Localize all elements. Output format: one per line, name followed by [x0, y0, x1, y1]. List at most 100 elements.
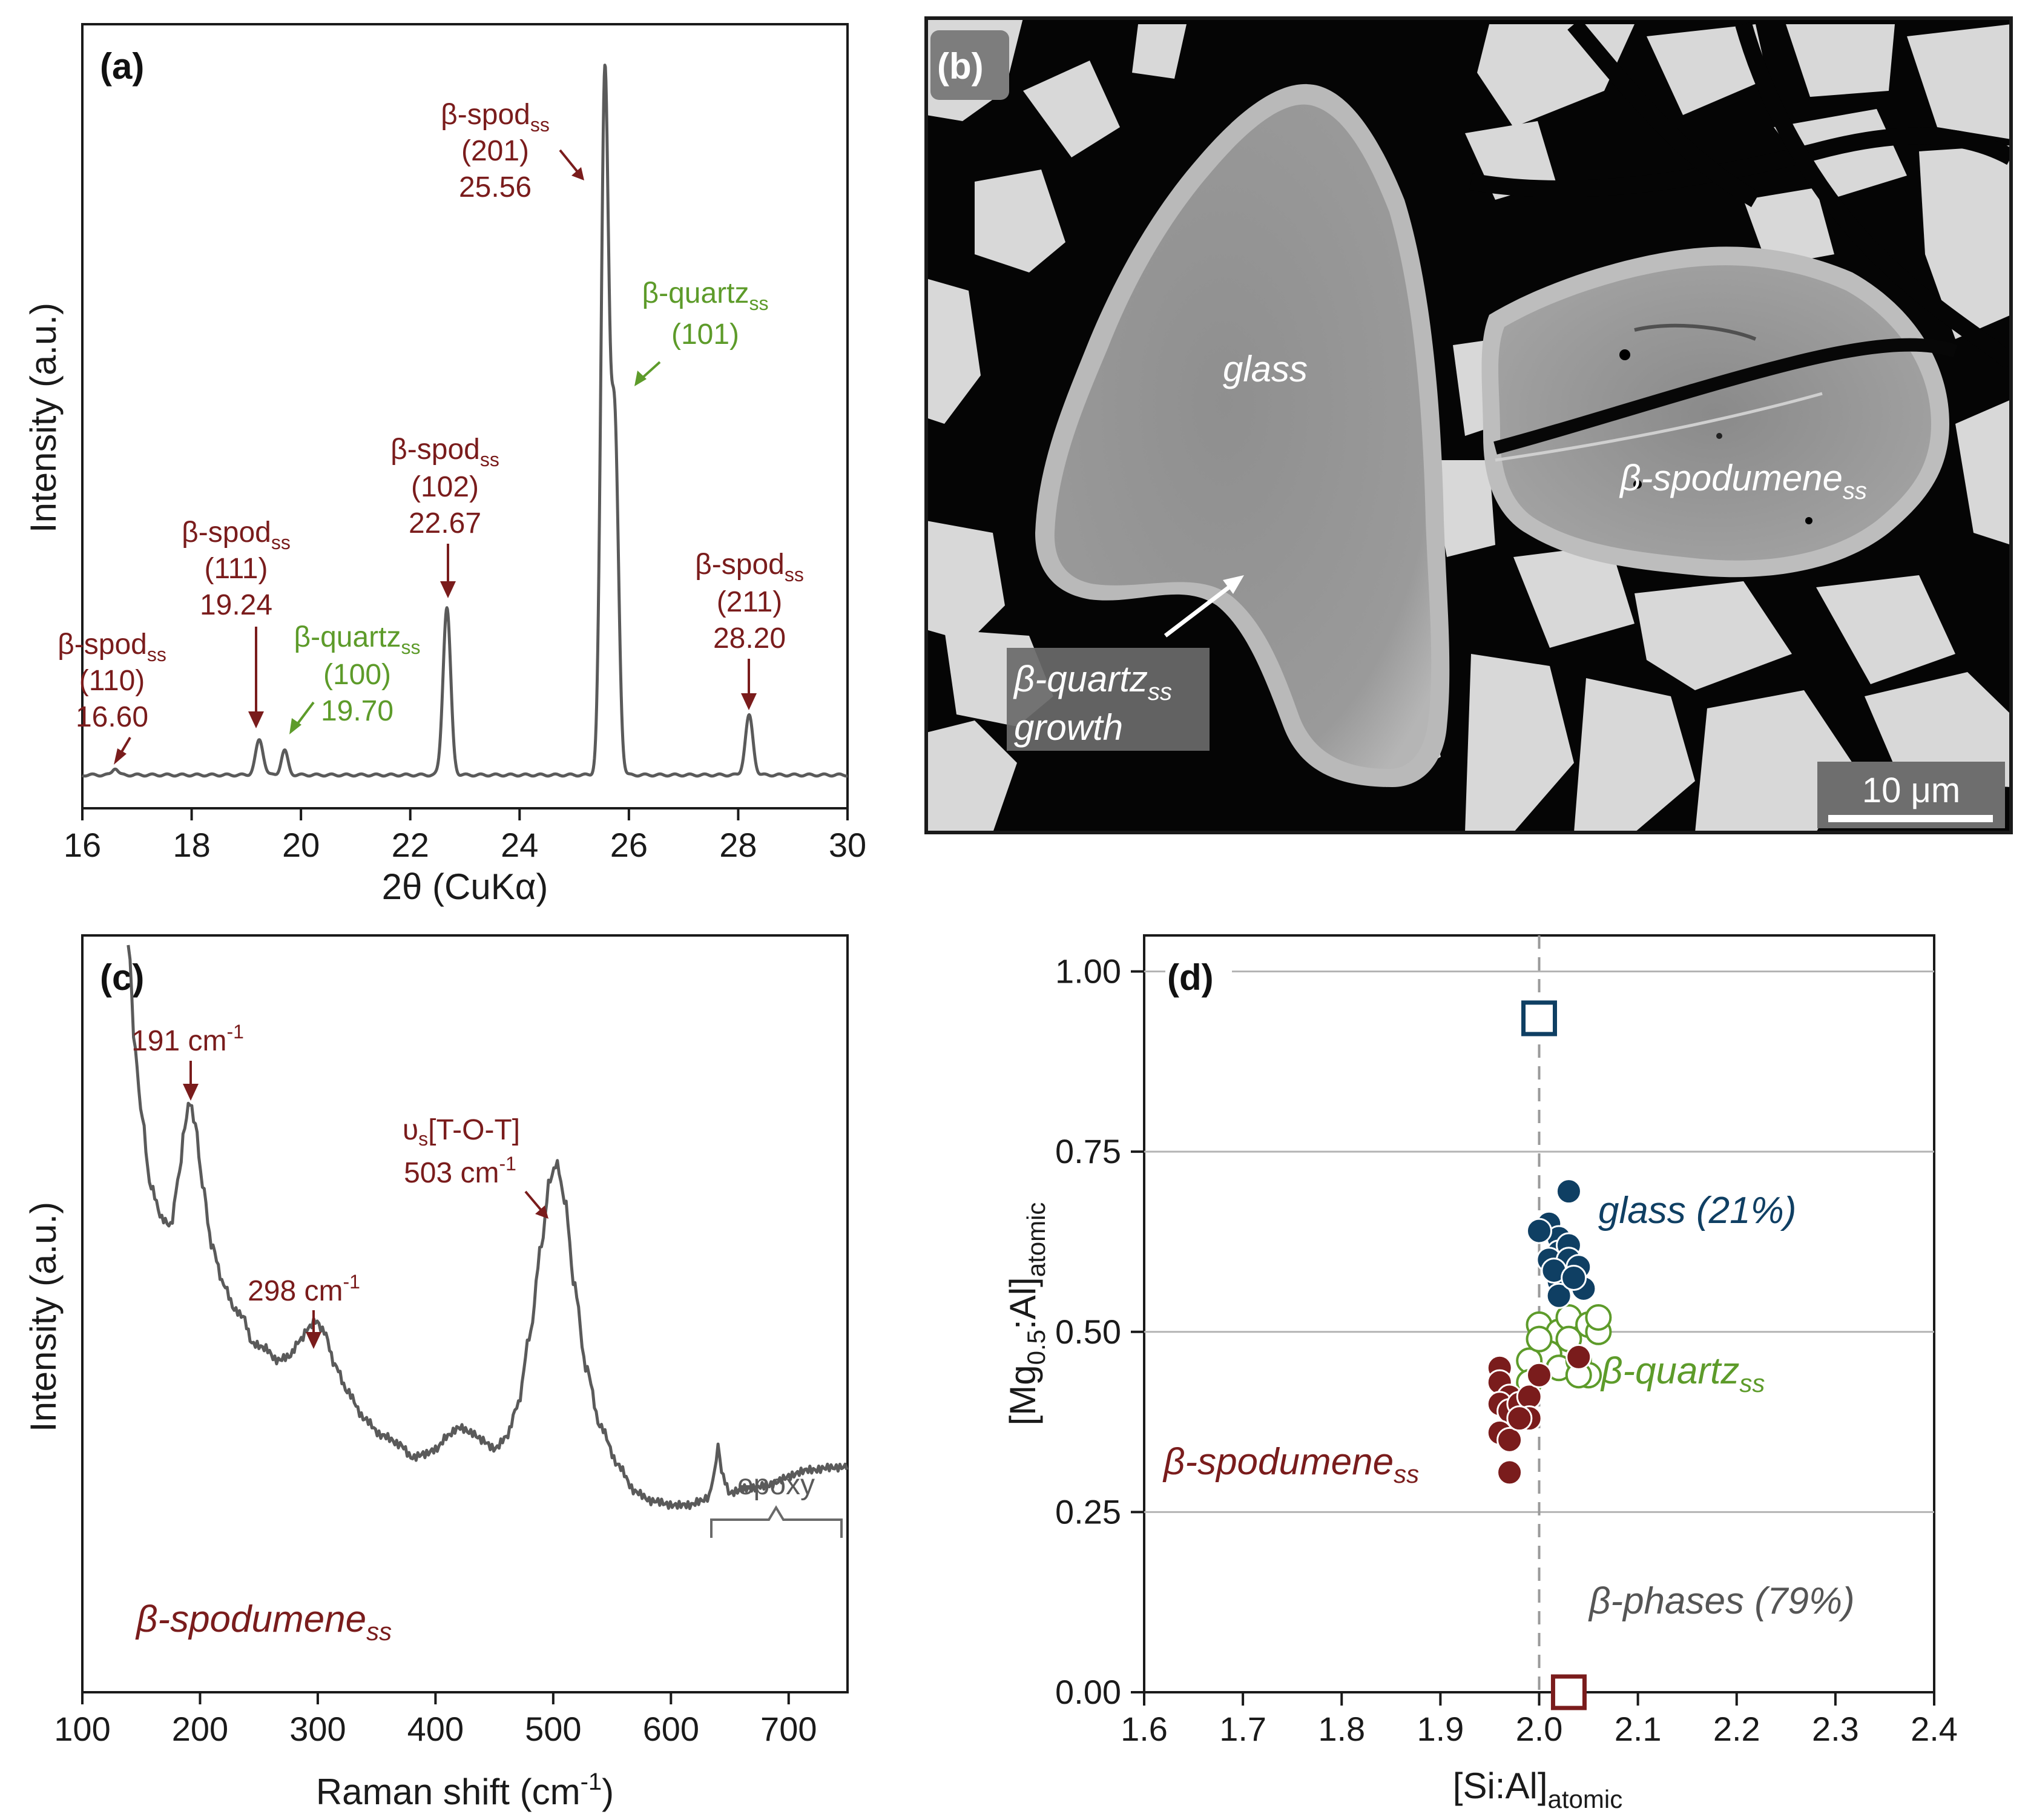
x-tick-label: 400	[407, 1710, 464, 1748]
peak-hkl: (211)	[717, 586, 783, 618]
peak-position: 22.67	[409, 507, 481, 539]
peak-label-spod-201: β-spodss (201) 25.56	[441, 99, 584, 203]
peak-label-spod-211: β-spodss (211) 28.20	[695, 549, 804, 710]
peak-phase: β-spod	[390, 434, 480, 466]
x-tick-label: 2.2	[1713, 1710, 1760, 1748]
x-tick-label: 18	[173, 826, 210, 864]
svg-text:298 cm-1: 298 cm-1	[248, 1271, 360, 1307]
peak-phase-sub: ss	[749, 292, 769, 314]
spodumene-label-main: β-spodumene	[1619, 458, 1843, 498]
quartz-growth-label-1: β-quartzss	[1013, 659, 1172, 705]
panel-a-letter: (a)	[100, 46, 144, 87]
svg-text:β-spodss: β-spodss	[58, 628, 166, 665]
spodumene-grain	[1498, 265, 1931, 561]
panel-b-letter-box	[930, 30, 1009, 100]
peak-label-quartz-100: β-quartzss (100) 19.70	[289, 621, 421, 734]
sem-micrograph	[926, 18, 2011, 833]
peak-label: 191 cm	[131, 1025, 226, 1057]
scatter-point	[1496, 1459, 1523, 1486]
raman-peak-191: 191 cm-1	[131, 1021, 244, 1101]
pore	[1619, 349, 1630, 360]
y-title-sub1: 0.5	[1022, 1330, 1050, 1365]
x-title-sub: atomic	[1548, 1785, 1623, 1813]
glass-label: glass	[1223, 349, 1308, 389]
x-tick-label: 26	[610, 826, 648, 864]
peak-phase: β-spod	[695, 549, 785, 581]
peak-label-quartz-101: β-quartzss (101)	[634, 277, 769, 386]
panel-d-letter: (d)	[1167, 957, 1214, 998]
peak-arrowhead	[289, 718, 301, 734]
panel-b-frame	[924, 16, 2013, 834]
x-tick-label: 22	[392, 826, 429, 864]
peak-phase-sub: ss	[480, 449, 499, 470]
panel-a: (a) 16 18 20 22 24 26 28 30 2θ (CuKα) Intensity…	[23, 23, 866, 907]
scatter-point	[1565, 1344, 1592, 1370]
raman-phase-main: β-spodumene	[135, 1598, 366, 1640]
peak-phase-sub: ss	[530, 114, 550, 136]
peak-label-spod-111: β-spodss (111) 19.24	[182, 516, 291, 728]
peak-hkl: (201)	[461, 135, 529, 167]
x-tick-label: 500	[525, 1710, 581, 1748]
scatter-point	[1546, 1282, 1572, 1309]
quartz-growth-arrowhead	[1223, 575, 1244, 594]
x-tick-label: 2.0	[1516, 1710, 1563, 1748]
x-tick-label: 300	[289, 1710, 346, 1748]
mode-label: [T-O-T]	[428, 1114, 520, 1146]
panel-d-letter-bg	[1165, 951, 1232, 1011]
x-tick-label: 20	[282, 826, 320, 864]
peak-phase: β-spod	[182, 516, 271, 549]
panel-c-x-ticks: 100 200 300 400 500 600 700	[54, 1692, 817, 1748]
grain-crack-fine	[1634, 323, 1757, 341]
epoxy-label: epoxy	[737, 1469, 815, 1501]
x-title-end: )	[602, 1772, 614, 1812]
x-tick-label: 30	[829, 826, 866, 864]
y-tick-label: 0.50	[1055, 1313, 1121, 1351]
peak-phase: β-quartz	[294, 621, 401, 653]
svg-text:υs[T-O-T]: υs[T-O-T]	[403, 1114, 520, 1150]
pore	[1633, 480, 1642, 489]
scatter-point	[1526, 1218, 1552, 1244]
peak-arrow	[524, 1190, 543, 1212]
raman-peak-298: 298 cm-1	[248, 1271, 360, 1349]
peak-phase-sub: ss	[401, 636, 421, 658]
panel-c-y-axis-title: Intensity (a.u.)	[23, 1202, 64, 1432]
scatter-point	[1555, 1178, 1582, 1205]
peak-position: 25.56	[459, 171, 532, 203]
raman-phase-label: β-spodumeness	[135, 1598, 392, 1646]
raman-phase-sub: ss	[366, 1617, 392, 1646]
peak-arrowhead	[248, 711, 264, 728]
panel-b: (b) glass β-spodumeness β-quartzss growt…	[924, 16, 2013, 834]
peak-hkl: (102)	[411, 471, 479, 503]
panel-a-x-ticks: 16 18 20 22 24 26 28 30	[64, 808, 866, 864]
quartz-growth-label-main: β-quartz	[1013, 659, 1148, 699]
svg-text:β-quartzss: β-quartzss	[294, 621, 421, 658]
x-tick-label: 1.7	[1219, 1710, 1266, 1748]
panel-b-letter: (b)	[937, 46, 984, 87]
svg-text:β-quartzss: β-quartzss	[642, 277, 769, 314]
raman-spectrum-line	[127, 945, 849, 1511]
peak-label: 503 cm	[404, 1157, 499, 1189]
peak-arrowhead	[114, 748, 127, 765]
peak-label-spod-102: β-spodss (102) 22.67	[390, 434, 499, 598]
scalebar-label: 10 μm	[1862, 771, 1960, 810]
svg-text:503 cm-1: 503 cm-1	[404, 1153, 516, 1189]
peak-label-spod-110: β-spodss (110) 16.60	[58, 628, 166, 765]
x-tick-label: 600	[643, 1710, 699, 1748]
grain-crack-edge	[1495, 392, 1823, 462]
x-title-sup: -1	[581, 1769, 602, 1795]
x-tick-label: 700	[760, 1710, 817, 1748]
spodumene-series-label: β-spodumeness	[1162, 1441, 1419, 1488]
peak-arrowhead	[571, 167, 584, 180]
y-title-sub2: atomic	[1022, 1202, 1050, 1278]
pore	[1716, 433, 1722, 439]
quartz-series-main: β-quartz	[1600, 1350, 1739, 1392]
panel-a-x-axis-title: 2θ (CuKα)	[382, 866, 548, 907]
peak-phase: β-quartz	[642, 277, 749, 309]
x-tick-label: 200	[172, 1710, 228, 1748]
scalebar	[1828, 815, 1993, 822]
scatter-point	[1526, 1362, 1552, 1388]
peak-phase: β-spod	[441, 99, 530, 131]
peak-arrow	[559, 149, 579, 174]
y-title-b: :Al]	[1002, 1277, 1043, 1330]
